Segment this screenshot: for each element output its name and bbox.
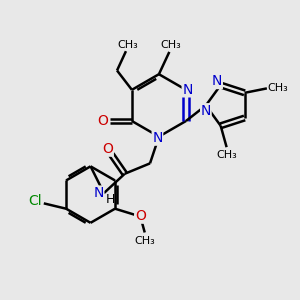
Text: N: N: [201, 104, 211, 118]
Text: CH₃: CH₃: [268, 83, 289, 93]
Text: N: N: [182, 83, 193, 97]
Text: O: O: [135, 209, 146, 223]
Text: CH₃: CH₃: [160, 40, 181, 50]
Text: N: N: [93, 186, 104, 200]
Text: O: O: [102, 142, 113, 156]
Text: N: N: [152, 131, 163, 145]
Text: O: O: [98, 114, 109, 128]
Text: Cl: Cl: [29, 194, 42, 208]
Text: CH₃: CH₃: [134, 236, 155, 246]
Text: CH₃: CH₃: [117, 40, 138, 50]
Text: H: H: [106, 193, 115, 206]
Text: CH₃: CH₃: [216, 150, 237, 160]
Text: N: N: [212, 74, 222, 88]
